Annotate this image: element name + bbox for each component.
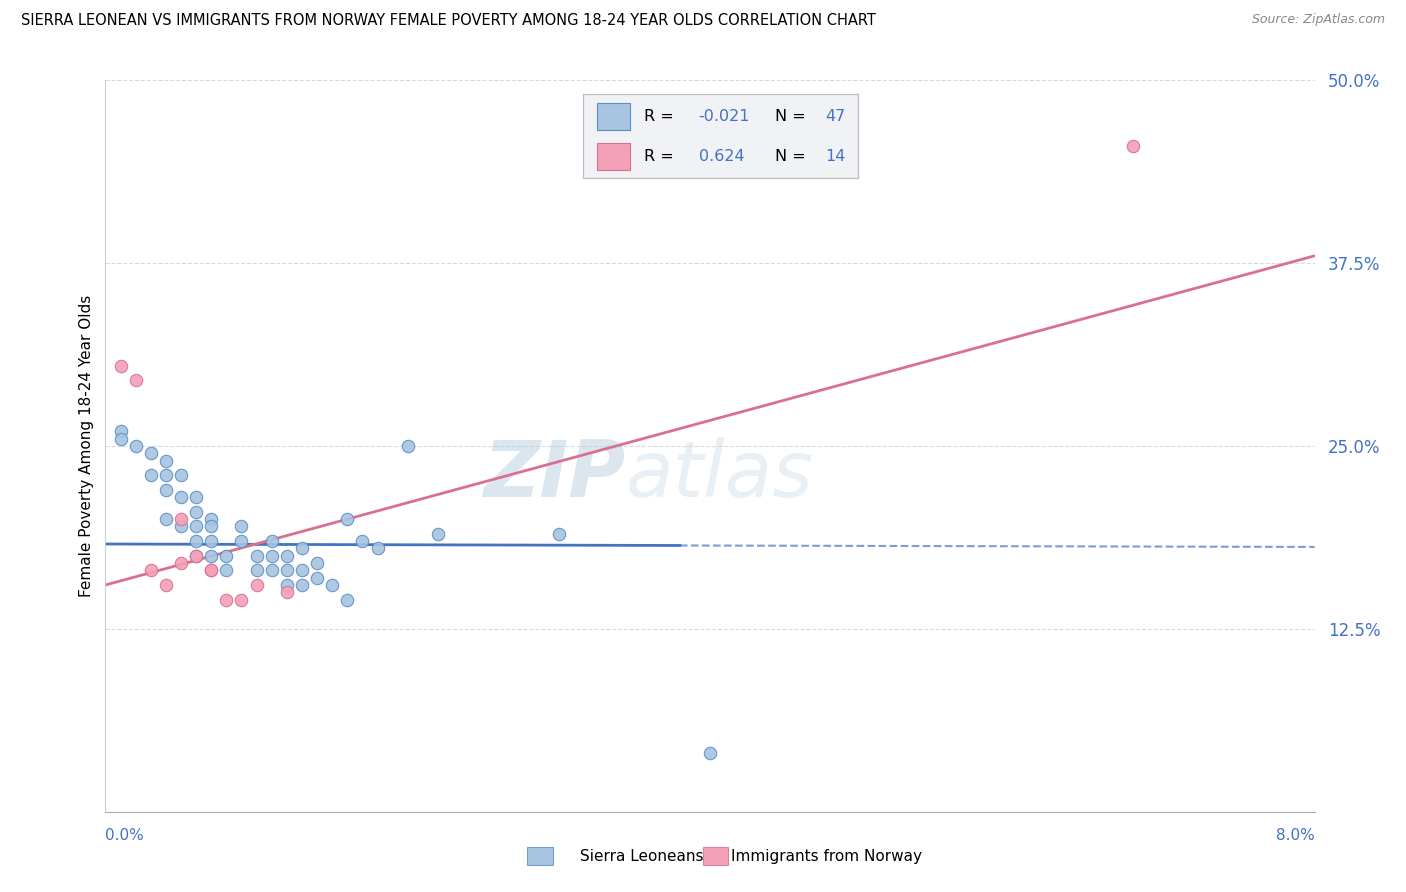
Point (170, 556, 193, 570)
Point (352, 534, 374, 549)
Text: Sierra Leoneans: Sierra Leoneans (579, 849, 703, 864)
Point (699, 746, 721, 760)
Point (124, 373, 148, 387)
Point (155, 468, 177, 483)
Point (186, 519, 208, 533)
Text: -0.021: -0.021 (699, 109, 751, 124)
Text: N =: N = (776, 149, 806, 164)
Point (110, 432, 132, 446)
Point (366, 541, 388, 556)
Point (276, 585, 298, 599)
Point (200, 563, 222, 577)
Point (231, 519, 253, 533)
Text: 0.0%: 0.0% (105, 828, 145, 843)
Point (155, 578, 177, 592)
Point (260, 549, 283, 563)
Point (170, 490, 193, 504)
Point (110, 425, 132, 439)
Text: atlas: atlas (626, 437, 813, 513)
Point (155, 453, 177, 467)
Y-axis label: Female Poverty Among 18-24 Year Olds: Female Poverty Among 18-24 Year Olds (79, 295, 94, 597)
Text: SIERRA LEONEAN VS IMMIGRANTS FROM NORWAY FEMALE POVERTY AMONG 18-24 YEAR OLDS CO: SIERRA LEONEAN VS IMMIGRANTS FROM NORWAY… (21, 13, 876, 29)
Text: Source: ZipAtlas.com: Source: ZipAtlas.com (1251, 13, 1385, 27)
Point (186, 505, 208, 519)
Point (426, 526, 449, 541)
Point (307, 571, 329, 585)
Bar (598, 143, 630, 169)
Point (124, 439, 148, 453)
Point (291, 563, 314, 577)
Point (321, 578, 343, 592)
Point (170, 512, 193, 526)
Point (260, 563, 283, 577)
Point (200, 534, 222, 549)
Point (307, 556, 329, 570)
Point (170, 519, 193, 533)
Bar (598, 103, 630, 130)
Point (139, 468, 162, 483)
Text: 47: 47 (825, 109, 845, 124)
Point (336, 592, 359, 607)
Point (200, 519, 222, 533)
Point (396, 439, 419, 453)
Point (276, 578, 298, 592)
Point (291, 578, 314, 592)
Point (110, 359, 132, 373)
Point (245, 563, 267, 577)
Point (155, 512, 177, 526)
Point (291, 541, 314, 556)
Text: Immigrants from Norway: Immigrants from Norway (731, 849, 922, 864)
Point (186, 490, 208, 504)
Point (200, 512, 222, 526)
Point (276, 563, 298, 577)
Point (548, 526, 571, 541)
Text: 0.624: 0.624 (699, 149, 744, 164)
Text: R =: R = (644, 109, 673, 124)
Text: 8.0%: 8.0% (1275, 828, 1315, 843)
Point (155, 483, 177, 497)
Point (245, 578, 267, 592)
Point (215, 563, 238, 577)
Point (200, 563, 222, 577)
Point (139, 563, 162, 577)
Point (170, 468, 193, 483)
Point (336, 512, 359, 526)
Point (186, 549, 208, 563)
Point (260, 534, 283, 549)
Point (186, 549, 208, 563)
Point (1122, 139, 1144, 153)
Text: 14: 14 (825, 149, 845, 164)
Point (200, 549, 222, 563)
Point (139, 446, 162, 460)
Point (245, 549, 267, 563)
Point (276, 549, 298, 563)
Point (231, 534, 253, 549)
Point (215, 549, 238, 563)
Text: R =: R = (644, 149, 673, 164)
Point (231, 592, 253, 607)
Point (186, 534, 208, 549)
Point (215, 592, 238, 607)
Text: N =: N = (776, 109, 806, 124)
Text: ZIP: ZIP (484, 437, 626, 513)
